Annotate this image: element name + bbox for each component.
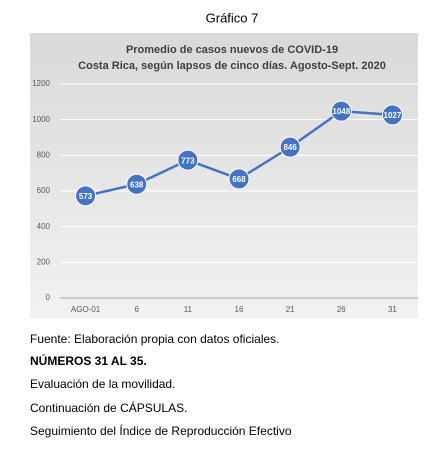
marker (381, 104, 403, 126)
data-label: 638 (130, 180, 144, 189)
data-label: 773 (181, 156, 195, 165)
chart-title: Promedio de casos nuevos de COVID-19 (126, 44, 338, 56)
data-label: 846 (283, 143, 297, 152)
marker (330, 100, 352, 122)
y-tick-label: 1200 (32, 79, 50, 88)
x-tick-label: 11 (184, 305, 193, 314)
x-tick-label: 21 (286, 305, 295, 314)
x-tick-label: 26 (337, 305, 346, 314)
data-label: 1048 (332, 107, 350, 116)
marker (279, 136, 301, 158)
paragraph: Continuación de CÁPSULAS. (30, 401, 188, 415)
x-tick-label: 31 (388, 305, 397, 314)
paragraph: Evaluación de la movilidad. (30, 377, 176, 391)
page-title: Gráfico 7 (206, 10, 259, 25)
marker (228, 168, 250, 190)
data-label: 573 (79, 192, 93, 201)
paragraph: Fuente: Elaboración propia con datos ofi… (30, 332, 280, 346)
x-tick-label: 16 (235, 305, 244, 314)
data-label: 1027 (384, 111, 402, 120)
chart-subtitle: Costa Rica, según lapsos de cinco días. … (78, 60, 386, 72)
y-tick-label: 1000 (32, 115, 50, 124)
paragraph: Seguimiento del Índice de Reproducción E… (30, 424, 292, 438)
marker (177, 149, 199, 171)
y-tick-label: 800 (37, 150, 51, 159)
y-tick-label: 600 (37, 186, 51, 195)
x-tick-label: 6 (134, 305, 139, 314)
data-label: 668 (232, 175, 246, 184)
chart-panel (30, 33, 418, 318)
marker (75, 185, 97, 207)
y-tick-label: 0 (46, 293, 51, 302)
y-tick-label: 200 (37, 257, 51, 266)
x-tick-label: AGO-01 (71, 305, 101, 314)
paragraph: NÚMEROS 31 AL 35. (30, 354, 147, 368)
y-tick-label: 400 (37, 222, 51, 231)
marker (126, 173, 148, 195)
